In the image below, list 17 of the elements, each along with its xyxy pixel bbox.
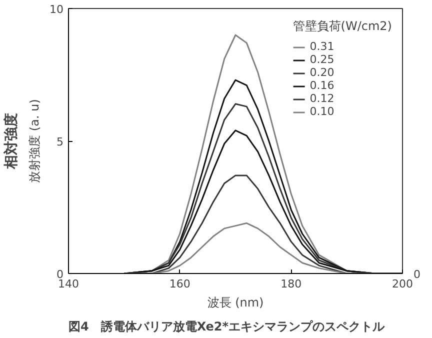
y-tick-label: 5 <box>56 136 64 148</box>
legend-label: 0.20 <box>310 66 334 79</box>
x-tick-label: 200 <box>392 278 413 290</box>
y-axis-title: 放射強度 (a. u) <box>28 99 42 183</box>
x-axis-title: 波長 (nm) <box>207 296 264 310</box>
text: 0 <box>414 268 420 281</box>
text: 相対強度 <box>2 113 20 170</box>
y-tick-label: 10 <box>50 3 64 16</box>
legend-label: 0.31 <box>310 40 334 53</box>
legend-label: 0.10 <box>310 105 334 118</box>
legend-label: 0.12 <box>310 92 334 105</box>
legend-label: 0.25 <box>310 53 334 66</box>
x-tick-label: 160 <box>169 278 190 290</box>
text: 図4 誘電体バリア放電Xe2*エキシマランプのスペクトル <box>68 320 386 334</box>
legend-label: 0.16 <box>310 79 334 92</box>
legend-title: 管壁負荷(W/cm2) <box>292 18 392 35</box>
x-tick-label: 180 <box>280 278 302 290</box>
